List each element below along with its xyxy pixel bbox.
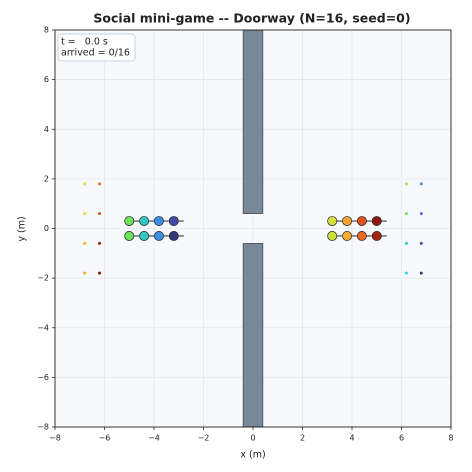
y-tick-label: −2 — [37, 274, 49, 283]
y-tick-label: −6 — [37, 373, 49, 382]
y-tick-label: 2 — [44, 174, 49, 183]
goal-marker — [98, 271, 102, 275]
agent — [124, 230, 135, 241]
agent — [327, 230, 338, 241]
agent — [139, 216, 150, 227]
x-tick-label: 6 — [399, 434, 404, 443]
y-tick-label: 0 — [44, 224, 49, 233]
x-tick-label: 0 — [250, 434, 255, 443]
goal-marker — [419, 271, 423, 275]
wall — [242, 29, 264, 214]
goal-marker — [83, 182, 87, 186]
x-tick-label: −8 — [49, 434, 61, 443]
goal-marker — [404, 182, 408, 186]
goal-marker — [98, 241, 102, 245]
goal-marker — [98, 182, 102, 186]
chart-title: Social mini-game -- Doorway (N=16, seed=… — [93, 11, 410, 26]
agent — [124, 216, 135, 227]
y-tick-label: 8 — [44, 26, 49, 35]
agent — [342, 216, 352, 227]
info-box — [57, 33, 136, 62]
y-tick-label: 6 — [44, 75, 49, 84]
x-tick-label: 8 — [448, 434, 453, 443]
goal-marker — [83, 271, 87, 275]
x-tick-label: −6 — [99, 434, 111, 443]
x-tick-label: 2 — [300, 434, 305, 443]
goal-marker — [419, 212, 423, 216]
goal-marker — [419, 182, 423, 186]
goal-marker — [404, 212, 408, 216]
goal-marker — [404, 271, 408, 275]
goal-marker — [419, 241, 423, 245]
agent — [371, 230, 382, 241]
x-tick-label: −2 — [198, 434, 210, 443]
goal-marker — [98, 212, 102, 216]
time-label: t = 0.0 s — [61, 37, 108, 48]
y-tick-label: −8 — [37, 423, 49, 432]
goal-marker — [83, 241, 87, 245]
x-tick-label: 4 — [349, 434, 354, 443]
agent — [153, 230, 164, 241]
agent — [327, 216, 338, 227]
agent — [342, 230, 352, 241]
goal-marker — [404, 241, 408, 245]
y-tick-label: 4 — [44, 125, 49, 134]
agent — [356, 230, 367, 241]
agent — [168, 216, 179, 227]
x-tick-label: −4 — [148, 434, 160, 443]
goal-marker — [83, 212, 87, 216]
y-axis-label: y (m) — [17, 216, 28, 241]
agent — [371, 216, 382, 227]
arrived-label: arrived = 0/16 — [61, 48, 130, 59]
agent — [356, 216, 367, 227]
y-tick-label: −4 — [37, 323, 49, 332]
agent — [139, 230, 150, 241]
agent — [153, 216, 164, 227]
agent — [168, 230, 179, 241]
plot-frame — [54, 29, 452, 428]
x-axis-label: x (m) — [240, 450, 265, 461]
wall — [242, 243, 264, 428]
